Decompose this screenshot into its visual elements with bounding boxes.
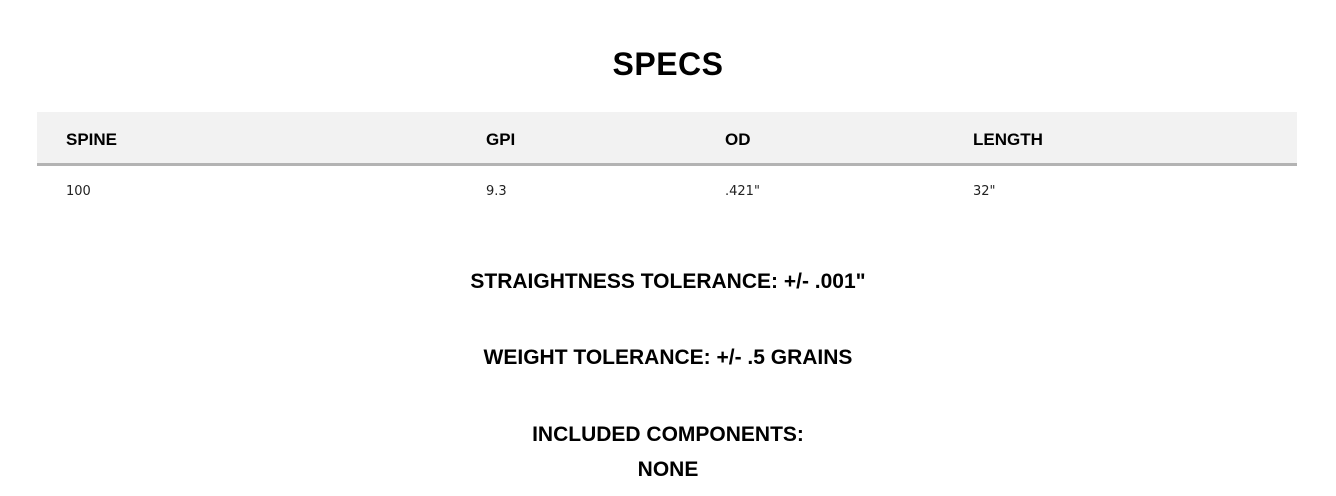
included-components-label: INCLUDED COMPONENTS: xyxy=(532,423,804,446)
header-od: OD xyxy=(725,130,751,149)
table-row: 100 9.3 .421" 32" xyxy=(37,166,1297,216)
header-gpi: GPI xyxy=(486,130,516,149)
header-spine: SPINE xyxy=(66,130,118,149)
cell-spine: 100 xyxy=(66,184,91,199)
included-components-value: NONE xyxy=(637,458,699,481)
specs-table: SPINE GPI OD LENGTH 100 9.3 .421" 32" xyxy=(37,112,1297,216)
cell-gpi: 9.3 xyxy=(486,184,507,199)
straightness-tolerance: STRAIGHTNESS TOLERANCE: +/- .001" xyxy=(470,270,866,293)
cell-length: 32" xyxy=(973,184,996,199)
table-header: SPINE GPI OD LENGTH xyxy=(37,112,1297,166)
page-title: SPECS xyxy=(612,46,724,82)
header-length: LENGTH xyxy=(973,130,1043,149)
cell-od: .421" xyxy=(725,184,760,199)
weight-tolerance: WEIGHT TOLERANCE: +/- .5 GRAINS xyxy=(483,346,853,369)
